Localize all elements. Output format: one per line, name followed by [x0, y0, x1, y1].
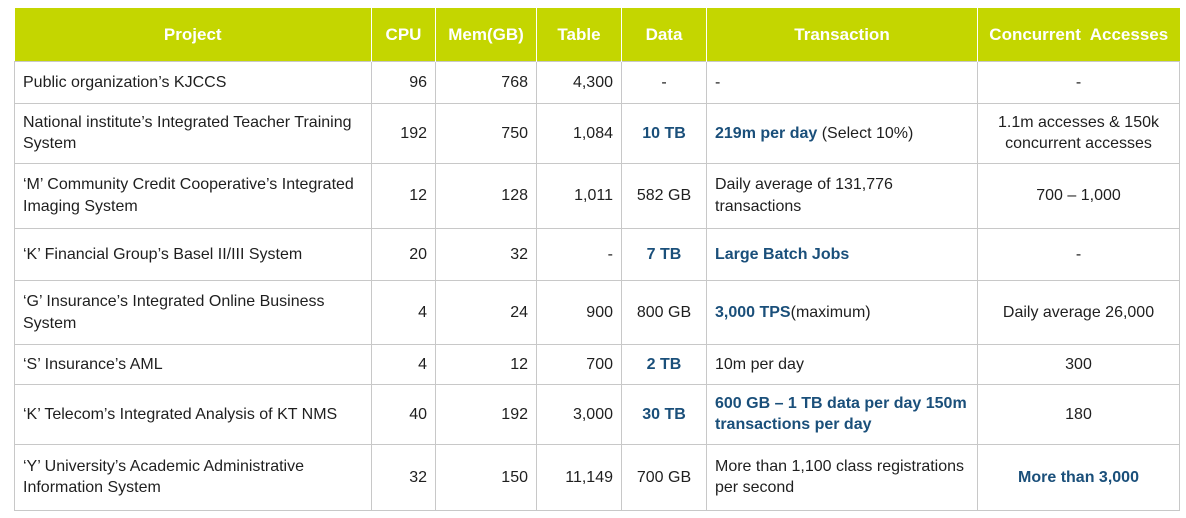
cell-concurrent-accesses: 1.1m accesses & 150k concurrent accesses — [977, 103, 1180, 164]
cell-transaction: 10m per day — [706, 344, 978, 386]
cell-mem: 768 — [435, 60, 537, 105]
table-row: ‘Y’ University’s Academic Administrative… — [14, 443, 1180, 512]
concurrent-text: - — [1075, 73, 1082, 91]
cell-cpu: 20 — [371, 227, 436, 282]
concurrent-text: Daily average 26,000 — [1002, 304, 1155, 322]
concurrent-text: 300 — [1065, 355, 1092, 373]
header-cpu: CPU — [371, 8, 436, 62]
cell-project: ‘K’ Telecom’s Integrated Analysis of KT … — [14, 384, 372, 445]
transaction-text: Daily average of 131,776 transactions — [715, 176, 893, 215]
transaction-text: 10m per day — [715, 355, 804, 373]
transaction-text: (maximum) — [790, 304, 871, 322]
cell-mem: 192 — [435, 384, 537, 445]
cell-mem: 24 — [435, 280, 537, 346]
cell-cpu: 96 — [371, 60, 436, 105]
cell-mem: 750 — [435, 103, 537, 164]
transaction-text: - — [715, 73, 721, 91]
cell-project: ‘G’ Insurance’s Integrated Online Busine… — [14, 280, 372, 346]
cell-table: - — [536, 227, 622, 282]
header-mem: Mem(GB) — [435, 8, 537, 62]
cell-concurrent-accesses: 700 – 1,000 — [977, 162, 1180, 229]
cell-concurrent-accesses: - — [977, 60, 1180, 105]
header-table: Table — [536, 8, 622, 62]
cell-project: Public organization’s KJCCS — [14, 60, 372, 105]
table-row: ‘K’ Telecom’s Integrated Analysis of KT … — [14, 384, 1180, 445]
cell-transaction: More than 1,100 class registrations per … — [706, 443, 978, 512]
cell-transaction: Daily average of 131,776 transactions — [706, 162, 978, 229]
concurrent-text: - — [1075, 245, 1082, 263]
cell-mem: 128 — [435, 162, 537, 229]
cell-data: 800 GB — [621, 280, 707, 346]
cell-project: National institute’s Integrated Teacher … — [14, 103, 372, 164]
cell-transaction: 600 GB – 1 TB data per day 150m transact… — [706, 384, 978, 445]
transaction-text: (Select 10%) — [817, 124, 914, 142]
cell-mem: 150 — [435, 443, 537, 512]
cell-mem: 12 — [435, 344, 537, 386]
cell-cpu: 4 — [371, 280, 436, 346]
cell-mem: 32 — [435, 227, 537, 282]
cell-transaction: - — [706, 60, 978, 105]
header-project: Project — [14, 8, 372, 62]
cell-transaction: Large Batch Jobs — [706, 227, 978, 282]
cell-data: 10 TB — [621, 103, 707, 164]
transaction-highlight: 219m per day — [715, 124, 818, 142]
cell-concurrent-accesses: 300 — [977, 344, 1180, 386]
cell-project: ‘Y’ University’s Academic Administrative… — [14, 443, 372, 512]
table-row: ‘M’ Community Credit Cooperative’s Integ… — [14, 162, 1180, 229]
table-body: Public organization’s KJCCS 96 768 4,300- - -… — [14, 60, 1180, 512]
table-row: ‘G’ Insurance’s Integrated Online Busine… — [14, 280, 1180, 346]
header-row: Project CPU Mem(GB) Table Data Transacti… — [14, 8, 1180, 62]
table-row: Public organization’s KJCCS 96 768 4,300- - - — [14, 60, 1180, 105]
header-concurrent-accesses: Concurrent Accesses — [977, 8, 1180, 62]
cell-project: ‘M’ Community Credit Cooperative’s Integ… — [14, 162, 372, 229]
cell-table: 1,011 — [536, 162, 622, 229]
cell-data: 7 TB — [621, 227, 707, 282]
cell-transaction: 3,000 TPS(maximum) — [706, 280, 978, 346]
cell-table: 3,000 — [536, 384, 622, 445]
cell-cpu: 192 — [371, 103, 436, 164]
transaction-text: More than 1,100 class registrations per … — [715, 457, 965, 497]
cell-cpu: 40 — [371, 384, 436, 445]
cell-data: 582 GB — [621, 162, 707, 229]
header-transaction: Transaction — [706, 8, 978, 62]
concurrent-highlight: More than 3,000 — [1018, 468, 1139, 486]
cell-table: 11,149 — [536, 443, 622, 512]
cell-data: 700 GB — [621, 443, 707, 512]
transaction-highlight: 3,000 TPS — [715, 304, 791, 322]
cell-concurrent-accesses: - — [977, 227, 1180, 282]
projects-table: Project CPU Mem(GB) Table Data Transacti… — [14, 8, 1180, 512]
cell-concurrent-accesses: Daily average 26,000 — [977, 280, 1180, 346]
cell-project: ‘K’ Financial Group’s Basel II/III Syste… — [14, 227, 372, 282]
table-row: ‘K’ Financial Group’s Basel II/III Syste… — [14, 227, 1180, 282]
cell-cpu: 4 — [371, 344, 436, 386]
cell-data: - — [621, 60, 707, 105]
cell-table: 1,084 — [536, 103, 622, 164]
cell-transaction: 219m per day (Select 10%) — [706, 103, 978, 164]
cell-table: 4,300 — [536, 60, 622, 105]
cell-concurrent-accesses: 180 — [977, 384, 1180, 445]
table-row: National institute’s Integrated Teacher … — [14, 103, 1180, 164]
concurrent-text: 180 — [1065, 405, 1092, 423]
concurrent-text: 1.1m accesses & 150k concurrent accesses — [998, 113, 1159, 153]
cell-data: 30 TB — [621, 384, 707, 445]
transaction-highlight: Large Batch Jobs — [715, 245, 850, 263]
concurrent-text: 700 – 1,000 — [1036, 186, 1121, 204]
cell-cpu: 32 — [371, 443, 436, 512]
transaction-highlight: 600 GB – 1 TB data per day 150m transact… — [715, 394, 967, 434]
cell-data: 2 TB — [621, 344, 707, 386]
cell-table: 700 — [536, 344, 622, 386]
header-data: Data — [621, 8, 707, 62]
cell-table: 900 — [536, 280, 622, 346]
cell-concurrent-accesses: More than 3,000 — [977, 443, 1180, 512]
cell-project: ‘S’ Insurance’s AML — [14, 344, 372, 386]
cell-cpu: 12 — [371, 162, 436, 229]
table-row: ‘S’ Insurance’s AML 4 12 700 2 TB 10m per day… — [14, 344, 1180, 386]
